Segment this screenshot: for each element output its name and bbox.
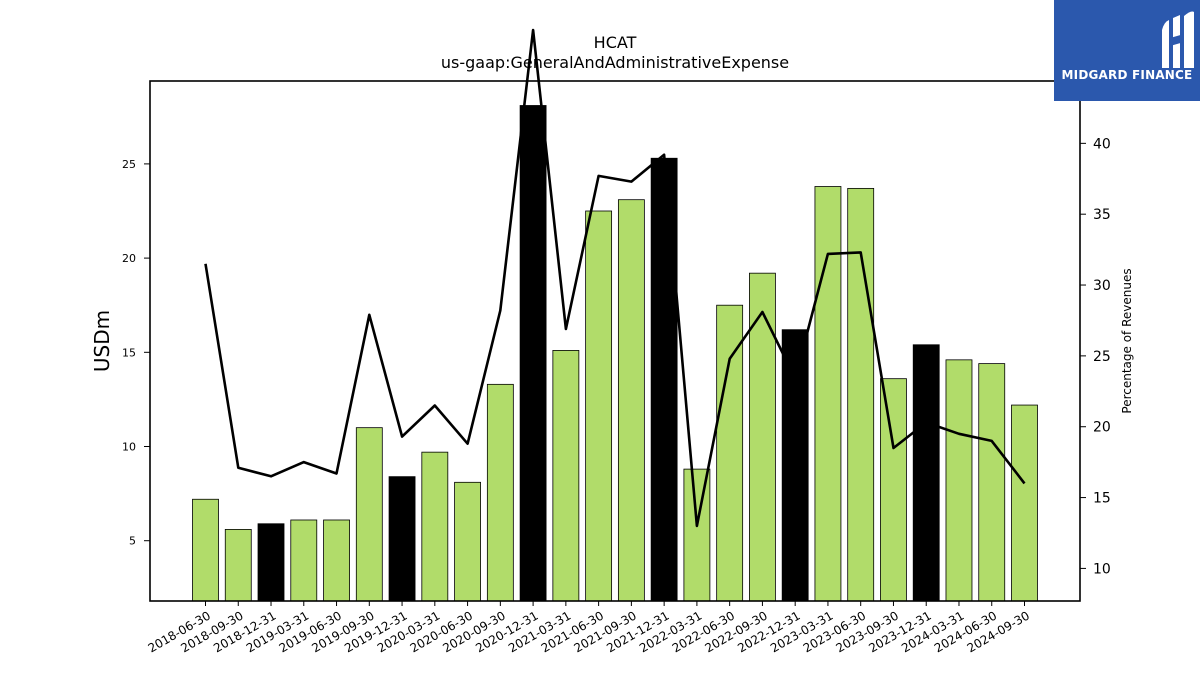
bar-2021-12-31	[650, 157, 678, 602]
bar-2019-06-30	[323, 519, 350, 602]
bar-2022-03-31	[683, 468, 711, 602]
bar-2020-09-30	[486, 383, 514, 602]
bar-2024-03-31	[945, 359, 973, 602]
bar-2018-09-30	[224, 529, 252, 602]
y2-tick-label: 25	[1093, 349, 1111, 365]
y-tick-label: 5	[129, 535, 136, 548]
bar-2024-09-30	[1011, 404, 1038, 602]
y-tick-label: 25	[122, 158, 136, 171]
brand-logo: MIDGARD FINANCE	[1054, 0, 1200, 101]
bar-2022-06-30	[716, 304, 744, 602]
bar-2018-12-31	[257, 523, 285, 602]
x-axis-ticks: 2018-06-302018-09-302018-12-312019-03-31…	[146, 601, 1032, 655]
y-axis-ticks: 5 10 15 20 25	[122, 158, 150, 548]
y2-tick-label: 15	[1093, 491, 1111, 507]
bar-2019-03-31	[290, 519, 318, 602]
y2-tick-label: 10	[1093, 561, 1111, 577]
brand-name: MIDGARD FINANCE	[1061, 68, 1193, 82]
bar-2020-03-31	[421, 451, 449, 602]
y-axis-label: USDm	[90, 310, 114, 372]
bar-2023-09-30	[880, 378, 907, 602]
bar-2021-09-30	[617, 199, 645, 602]
bar-2023-12-31	[912, 344, 940, 602]
plot-frame	[149, 80, 1081, 602]
y2-tick-label: 20	[1093, 420, 1111, 436]
bar-2019-12-31	[388, 476, 416, 602]
y2-tick-label: 40	[1093, 136, 1111, 152]
y2-axis-ticks: 10 15 20 25 30 35 40	[1080, 136, 1111, 577]
y2-tick-label: 35	[1093, 207, 1111, 223]
bar-2021-03-31	[552, 350, 580, 602]
y-tick-label: 15	[122, 346, 136, 359]
bar-2023-06-30	[847, 187, 875, 602]
bar-2024-06-30	[978, 363, 1006, 602]
bar-2020-06-30	[454, 481, 481, 602]
bar-2022-12-31	[781, 329, 809, 602]
bar-2021-06-30	[585, 210, 613, 602]
percentage-line	[204, 28, 1026, 528]
bar-2018-06-30	[192, 498, 219, 602]
bar-2019-09-30	[355, 427, 383, 602]
bar-2022-09-30	[749, 272, 776, 602]
y-tick-label: 20	[122, 252, 136, 265]
bar-2020-12-31	[519, 105, 547, 602]
chart-title: HCAT	[594, 33, 637, 52]
midgard-logo-icon	[1162, 11, 1194, 68]
chart-subtitle: us-gaap:GeneralAndAdministrativeExpense	[441, 53, 789, 72]
y-tick-label: 10	[122, 441, 136, 454]
y2-tick-label: 30	[1093, 278, 1111, 294]
y2-axis-label: Percentage of Revenues	[1120, 268, 1134, 413]
bar-2023-03-31	[814, 186, 842, 602]
